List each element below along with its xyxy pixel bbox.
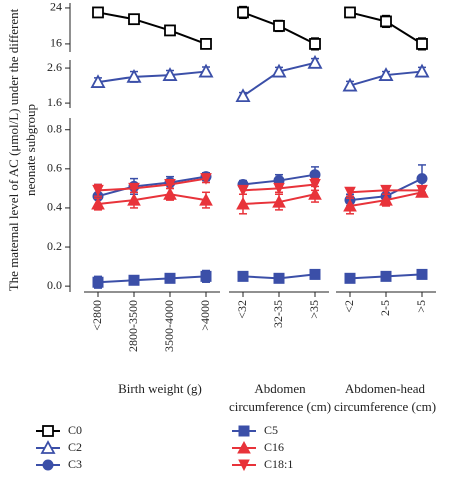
marker <box>92 6 104 19</box>
series-line <box>97 177 207 192</box>
legend-label: C0 <box>68 423 82 437</box>
series-line <box>97 193 207 206</box>
group-label: Abdomen circumference (cm) <box>228 381 332 414</box>
marker <box>200 38 212 50</box>
marker <box>164 178 176 191</box>
marker <box>198 63 214 78</box>
marker <box>127 193 141 206</box>
x-tick-label: <2800 <box>90 300 104 331</box>
marker <box>128 182 140 195</box>
marker <box>416 268 428 280</box>
legend-label: C2 <box>68 440 82 454</box>
marker <box>273 272 285 284</box>
marker <box>343 198 357 212</box>
marker <box>238 425 250 437</box>
y-tick-label: 0.6 <box>47 161 62 175</box>
x-tick-label: >4000 <box>198 300 212 331</box>
y-tick-label: 16 <box>50 36 62 50</box>
group-label: Abdomen-head circumference (cm) <box>333 381 437 414</box>
marker <box>237 440 251 454</box>
marker <box>162 67 178 81</box>
x-tick-label: >5 <box>414 300 428 313</box>
marker <box>379 193 393 206</box>
series-line <box>97 70 207 84</box>
y-tick-label: 2.6 <box>47 60 62 74</box>
marker <box>91 196 105 210</box>
marker <box>42 425 54 437</box>
marker <box>200 173 212 185</box>
marker <box>380 270 392 282</box>
y-tick-label: 0.4 <box>47 200 62 214</box>
marker <box>273 182 285 195</box>
marker <box>237 184 249 197</box>
marker <box>414 63 430 78</box>
y-tick-label: 24 <box>50 0 62 14</box>
marker <box>90 74 106 88</box>
x-tick-label: <32 <box>235 300 249 319</box>
x-tick-label: 2-5 <box>378 300 392 316</box>
legend-label: C16 <box>264 440 284 454</box>
marker <box>344 6 356 19</box>
marker <box>199 193 213 206</box>
x-tick-label: >35 <box>307 300 321 319</box>
marker <box>416 173 428 185</box>
marker <box>342 77 358 92</box>
marker <box>238 459 250 472</box>
marker <box>163 187 177 200</box>
marker <box>92 184 104 197</box>
marker <box>309 268 321 280</box>
marker <box>273 20 285 32</box>
marker <box>237 270 249 282</box>
marker <box>272 195 286 208</box>
marker <box>309 178 321 191</box>
marker <box>40 440 56 454</box>
series-line <box>97 175 207 198</box>
marker <box>236 196 250 210</box>
series-line <box>97 275 207 284</box>
marker <box>164 272 176 284</box>
y-tick-label: 0.2 <box>47 239 62 253</box>
marker <box>200 270 212 282</box>
marker <box>309 38 321 50</box>
y-tick-label: 0.8 <box>47 121 62 135</box>
x-tick-label: <2 <box>342 300 356 313</box>
marker <box>92 276 104 288</box>
legend-label: C18:1 <box>264 457 293 471</box>
x-tick-label: 32-35 <box>271 300 285 328</box>
marker <box>344 186 356 199</box>
marker <box>380 184 392 197</box>
marker <box>416 38 428 50</box>
x-tick-label: 3500-4000 <box>162 300 176 352</box>
series-line <box>97 11 207 45</box>
marker <box>128 13 140 26</box>
legend-label: C3 <box>68 457 82 471</box>
group-label: Birth weight (g) <box>118 381 202 396</box>
marker <box>307 54 323 69</box>
marker <box>164 24 176 37</box>
marker <box>416 184 428 197</box>
x-tick-label: 2800-3500 <box>126 300 140 352</box>
marker <box>126 68 142 83</box>
marker <box>42 459 54 471</box>
legend-label: C5 <box>264 423 278 437</box>
y-tick-label: 0.0 <box>47 278 62 292</box>
marker <box>344 272 356 284</box>
marker <box>237 6 249 19</box>
marker <box>128 274 140 286</box>
marker <box>380 15 392 28</box>
marker <box>378 67 394 81</box>
marker <box>271 63 287 78</box>
marker <box>235 88 251 102</box>
y-tick-label: 1.6 <box>47 95 62 109</box>
marker <box>308 187 322 200</box>
